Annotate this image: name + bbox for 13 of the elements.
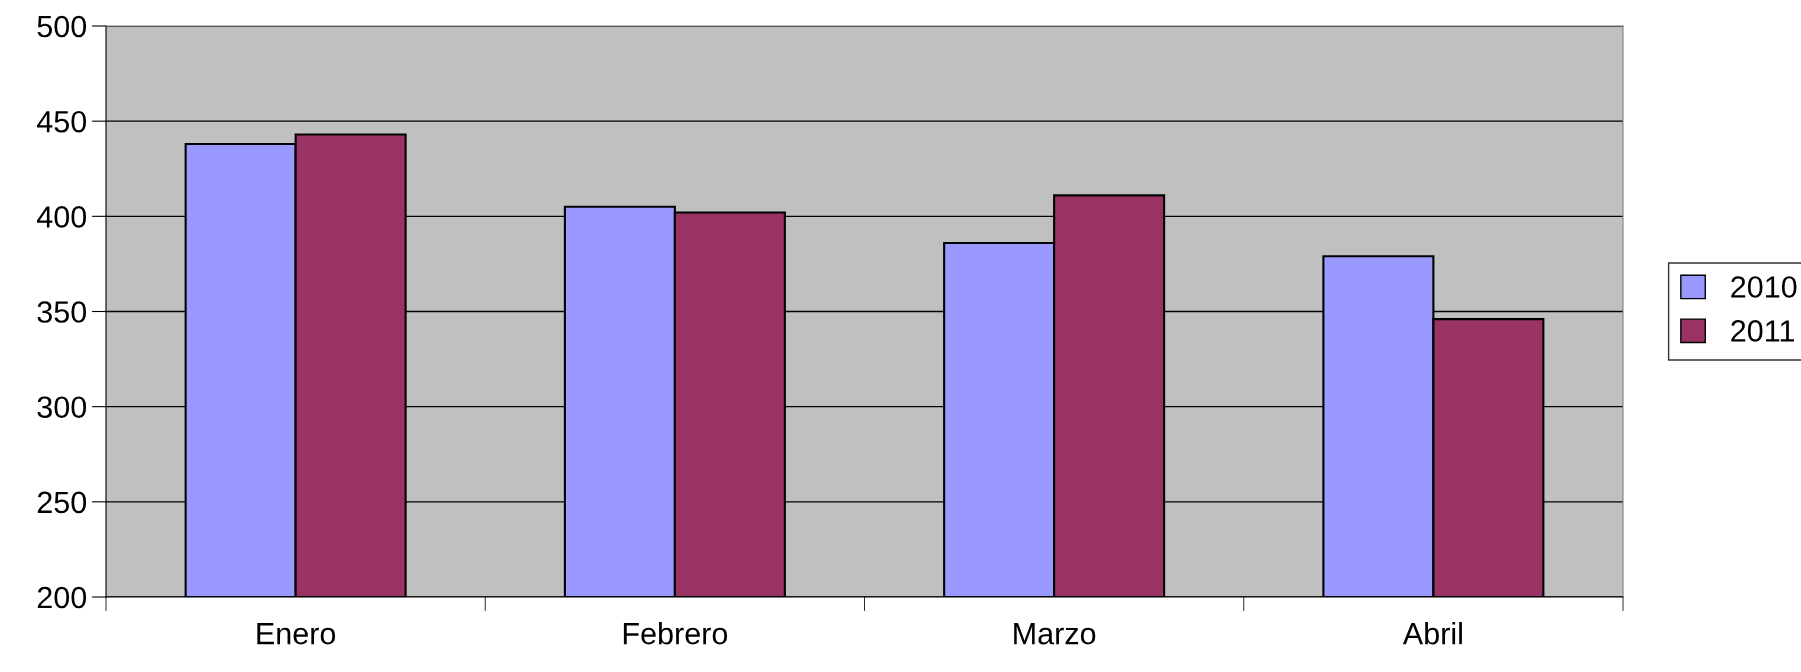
y-tick-label: 450 (36, 110, 87, 133)
y-tick-label: 300 (37, 396, 87, 419)
x-tick-label: Febrero (623, 622, 728, 645)
legend-label: 2011 (1731, 320, 1794, 342)
x-tick-label: Abril (1402, 622, 1462, 645)
y-tick-label: 350 (37, 301, 87, 323)
x-tick-label: Marzo (1014, 623, 1096, 645)
x-tick-label: Enero (257, 623, 336, 645)
y-tick-label: 500 (37, 15, 87, 38)
legend-label: 2010 (1731, 276, 1797, 298)
y-tick-label: 250 (37, 491, 87, 514)
y-tick-label: 400 (36, 206, 87, 228)
y-tick-label: 200 (37, 586, 87, 609)
